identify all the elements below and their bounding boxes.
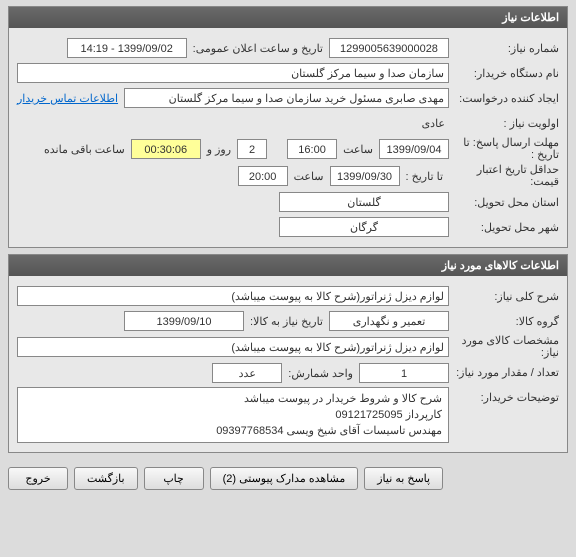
buyer-org-field: سازمان صدا و سیما مرکز گلستان xyxy=(17,63,449,83)
unit-field: عدد xyxy=(212,363,282,383)
panel1-body: شماره نیاز: 1299005639000028 تاریخ و ساع… xyxy=(9,28,567,247)
deadline-time-label: ساعت xyxy=(337,143,379,156)
main-desc-label: شرح کلی نیاز: xyxy=(449,290,559,303)
row-need-number: شماره نیاز: 1299005639000028 تاریخ و ساع… xyxy=(17,37,559,59)
qty-label: تعداد / مقدار مورد نیاز: xyxy=(449,367,559,379)
days-remaining-field: 2 xyxy=(237,139,267,159)
row-main-desc: شرح کلی نیاز: لوازم دیزل ژنراتور(شرح کال… xyxy=(17,285,559,307)
goods-spec-label: مشخصات کالای مورد نیاز: xyxy=(449,335,559,359)
qty-field: 1 xyxy=(359,363,449,383)
panel1-title: اطلاعات نیاز xyxy=(9,7,567,28)
back-button[interactable]: بازگشت xyxy=(74,467,138,490)
unit-label: واحد شمارش: xyxy=(282,367,359,380)
deadline-label-1: مهلت ارسال پاسخ: xyxy=(473,137,559,149)
row-qty: تعداد / مقدار مورد نیاز: 1 واحد شمارش: ع… xyxy=(17,362,559,384)
buyer-notes-field: شرح کالا و شروط خریدار در پیوست میباشد ک… xyxy=(17,387,449,443)
attachments-button[interactable]: مشاهده مدارک پیوستی (2) xyxy=(210,467,359,490)
panel2-body: شرح کلی نیاز: لوازم دیزل ژنراتور(شرح کال… xyxy=(9,276,567,452)
priority-value: عادی xyxy=(17,117,449,130)
province-field: گلستان xyxy=(279,192,449,212)
row-goods-group: گروه کالا: تعمیر و نگهداری تاریخ نیاز به… xyxy=(17,310,559,332)
need-number-label: شماره نیاز: xyxy=(449,42,559,55)
need-info-panel: اطلاعات نیاز شماره نیاز: 129900563900002… xyxy=(8,6,568,248)
remaining-label: ساعت باقی مانده xyxy=(38,143,131,156)
reply-button[interactable]: پاسخ به نیاز xyxy=(364,467,443,490)
row-goods-spec: مشخصات کالای مورد نیاز: لوازم دیزل ژنرات… xyxy=(17,335,559,359)
row-deadline: مهلت ارسال پاسخ: تا تاریخ : 1399/09/04 س… xyxy=(17,137,559,161)
row-priority: اولویت نیاز : عادی xyxy=(17,112,559,134)
priority-label: اولویت نیاز : xyxy=(449,117,559,130)
goods-info-panel: اطلاعات کالاهای مورد نیاز شرح کلی نیاز: … xyxy=(8,254,568,453)
buyer-org-label: نام دستگاه خریدار: xyxy=(449,67,559,80)
days-label: روز و xyxy=(201,143,237,156)
row-creator: ایجاد کننده درخواست: مهدی صابری مسئول خر… xyxy=(17,87,559,109)
announce-label: تاریخ و ساعت اعلان عمومی: xyxy=(187,42,329,55)
print-button[interactable]: چاپ xyxy=(144,467,204,490)
main-desc-field: لوازم دیزل ژنراتور(شرح کالا به پیوست میب… xyxy=(17,286,449,306)
deadline-time-field: 16:00 xyxy=(287,139,337,159)
row-city: شهر محل تحویل: گرگان xyxy=(17,216,559,238)
deadline-date-field: 1399/09/04 xyxy=(379,139,449,159)
need-date-field: 1399/09/10 xyxy=(124,311,244,331)
time-remaining-field: 00:30:06 xyxy=(131,139,201,159)
row-province: استان محل تحویل: گلستان xyxy=(17,191,559,213)
creator-field: مهدی صابری مسئول خرید سازمان صدا و سیما … xyxy=(124,88,449,108)
exit-button[interactable]: خروج xyxy=(8,467,68,490)
deadline-label: مهلت ارسال پاسخ: تا تاریخ : xyxy=(449,137,559,161)
validity-until-label: تا تاریخ : xyxy=(400,170,449,183)
goods-group-label: گروه کالا: xyxy=(449,315,559,328)
buyer-notes-label: توضیحات خریدار: xyxy=(449,387,559,404)
goods-spec-field: لوازم دیزل ژنراتور(شرح کالا به پیوست میب… xyxy=(17,337,449,357)
validity-date-field: 1399/09/30 xyxy=(330,166,400,186)
creator-label: ایجاد کننده درخواست: xyxy=(449,92,559,105)
row-buyer-notes: توضیحات خریدار: شرح کالا و شروط خریدار د… xyxy=(17,387,559,443)
city-field: گرگان xyxy=(279,217,449,237)
button-row: پاسخ به نیاز مشاهده مدارک پیوستی (2) چاپ… xyxy=(0,459,576,498)
row-validity: حداقل تاریخ اعتبار قیمت: تا تاریخ : 1399… xyxy=(17,164,559,188)
goods-group-field: تعمیر و نگهداری xyxy=(329,311,449,331)
buyer-contact-link[interactable]: اطلاعات تماس خریدار xyxy=(17,92,124,105)
province-label: استان محل تحویل: xyxy=(449,196,559,209)
need-date-label: تاریخ نیاز به کالا: xyxy=(244,315,329,328)
validity-time-label: ساعت xyxy=(288,170,330,183)
announce-field: 1399/09/02 - 14:19 xyxy=(67,38,187,58)
row-buyer-org: نام دستگاه خریدار: سازمان صدا و سیما مرک… xyxy=(17,62,559,84)
validity-time-field: 20:00 xyxy=(238,166,288,186)
need-number-field: 1299005639000028 xyxy=(329,38,449,58)
validity-label: حداقل تاریخ اعتبار قیمت: xyxy=(449,164,559,188)
panel2-title: اطلاعات کالاهای مورد نیاز xyxy=(9,255,567,276)
city-label: شهر محل تحویل: xyxy=(449,221,559,234)
